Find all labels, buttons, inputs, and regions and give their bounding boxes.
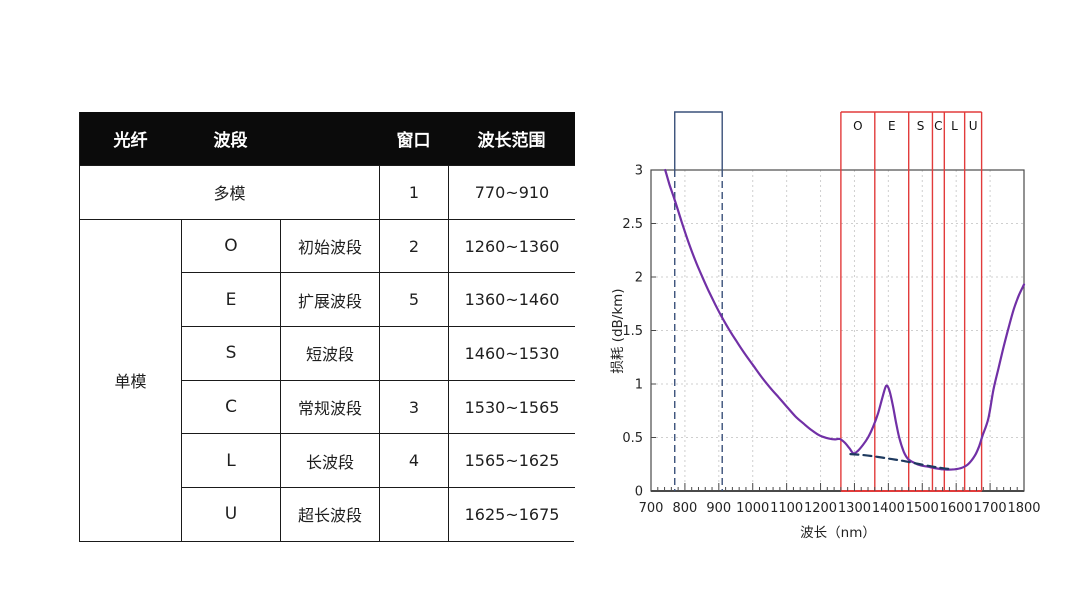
cell-band-range: 1360~1460 xyxy=(448,272,575,327)
x-tick-label: 1400 xyxy=(872,501,905,516)
cell-band-window: 2 xyxy=(379,218,448,273)
cell-band-letter: E xyxy=(181,272,280,327)
cell-band-range: 1260~1360 xyxy=(448,218,575,273)
band-label: C xyxy=(934,119,942,133)
cell-band-window: 5 xyxy=(379,272,448,327)
band-label: U xyxy=(969,119,978,133)
cell-band-letter: O xyxy=(181,218,280,273)
col-header-window-label: 窗口 xyxy=(396,131,431,151)
cell-band-name: 扩展波段 xyxy=(280,272,379,327)
multimode-window-box xyxy=(674,111,723,491)
cell-band-window: 4 xyxy=(379,433,448,488)
y-tick-label: 1.5 xyxy=(622,324,643,339)
cell-band-range: 1460~1530 xyxy=(448,326,575,380)
y-tick-label: 2.5 xyxy=(622,217,643,232)
cell-multimode: 多模 xyxy=(80,165,379,219)
y-tick-label: 0 xyxy=(635,485,643,500)
x-tick-label: 800 xyxy=(672,501,697,516)
x-tick-label: 1300 xyxy=(838,501,871,516)
col-header-band: 波段 xyxy=(181,112,280,165)
cell-multimode-range: 770~910 xyxy=(448,165,575,219)
col-header-fiber: 光纤 xyxy=(80,112,181,165)
axis-ticks xyxy=(650,169,1025,492)
cell-singlemode: 单模 xyxy=(80,218,181,541)
cell-band-letter: L xyxy=(181,433,280,488)
x-tick-label: 1000 xyxy=(736,501,769,516)
rayleigh-limit-dashed xyxy=(849,453,954,471)
x-tick-label: 1800 xyxy=(1007,501,1040,516)
tick-labels: 700 800 900 1000 1100 1200 1300 1400 1500 1600 170… xyxy=(622,164,1040,517)
cell-band-name: 超长波段 xyxy=(280,487,379,541)
col-header-window: 窗口 xyxy=(379,112,448,165)
gridlines xyxy=(651,170,1024,491)
cell-band-name: 长波段 xyxy=(280,433,379,488)
y-tick-label: 1 xyxy=(635,378,643,393)
cell-band-letter: S xyxy=(181,326,280,380)
cell-band-window xyxy=(379,487,448,541)
col-header-range: 波长范围 xyxy=(448,112,575,165)
col-header-range-label: 波长范围 xyxy=(477,131,546,151)
data-series xyxy=(664,168,1026,471)
band-label: E xyxy=(888,119,896,133)
y-tick-label: 3 xyxy=(635,164,643,179)
cell-band-range: 1530~1565 xyxy=(448,379,575,434)
band-label: L xyxy=(951,119,958,133)
band-label: S xyxy=(917,119,925,133)
x-tick-label: 1100 xyxy=(770,501,803,516)
cell-band-name: 初始波段 xyxy=(280,218,379,273)
x-tick-label: 700 xyxy=(639,501,664,516)
cell-band-letter: U xyxy=(181,487,280,541)
x-tick-label: 1700 xyxy=(974,501,1007,516)
cell-band-name: 常规波段 xyxy=(280,379,379,434)
x-tick-label: 1600 xyxy=(940,501,973,516)
cell-band-window xyxy=(379,326,448,380)
cell-band-range: 1625~1675 xyxy=(448,487,575,541)
window-box-cap xyxy=(674,111,723,170)
y-tick-label: 2 xyxy=(635,271,643,286)
cell-band-range: 1565~1625 xyxy=(448,433,575,488)
cell-band-window: 3 xyxy=(379,379,448,434)
x-tick-label: 1500 xyxy=(906,501,939,516)
y-tick-label: 0.5 xyxy=(622,431,643,446)
cell-band-letter: C xyxy=(181,379,280,434)
x-tick-label: 900 xyxy=(706,501,731,516)
cell-multimode-window: 1 xyxy=(379,165,448,219)
col-header-spacer xyxy=(280,112,379,165)
x-axis-title: 波长（nm） xyxy=(800,525,876,541)
attenuation-curve xyxy=(664,168,1026,471)
band-label: O xyxy=(853,119,862,133)
fiber-band-table: 光纤 波段 窗口 波长范围 多模 1 770~910 单模 O 初始波段 2 1… xyxy=(79,112,575,542)
col-header-fiber-label: 光纤 xyxy=(113,131,148,151)
col-header-band-label: 波段 xyxy=(213,131,248,151)
cell-band-name: 短波段 xyxy=(280,326,379,380)
x-tick-label: 1200 xyxy=(804,501,837,516)
y-axis-title: 损耗 (dB/km) xyxy=(610,288,626,373)
